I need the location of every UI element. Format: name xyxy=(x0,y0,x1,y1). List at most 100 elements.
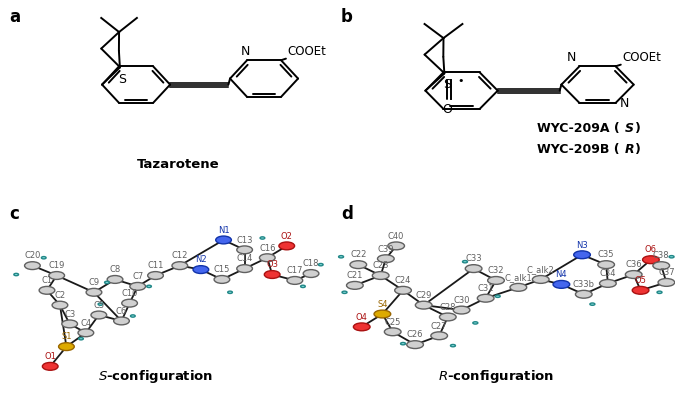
Text: C40: C40 xyxy=(388,232,404,241)
Ellipse shape xyxy=(79,338,83,340)
Ellipse shape xyxy=(287,276,302,284)
Text: C11: C11 xyxy=(147,261,164,270)
Ellipse shape xyxy=(259,254,275,261)
Ellipse shape xyxy=(91,311,107,319)
Ellipse shape xyxy=(52,301,68,309)
Text: COOEt: COOEt xyxy=(622,51,662,64)
Text: C25: C25 xyxy=(385,318,401,327)
Text: C27: C27 xyxy=(431,322,448,331)
Ellipse shape xyxy=(510,284,526,291)
Text: C14: C14 xyxy=(236,254,253,263)
Ellipse shape xyxy=(342,291,347,293)
Ellipse shape xyxy=(487,276,504,284)
Ellipse shape xyxy=(395,286,411,294)
Text: C6: C6 xyxy=(116,307,127,316)
Text: C13: C13 xyxy=(236,236,253,245)
Text: C1: C1 xyxy=(41,276,53,285)
Text: •: • xyxy=(458,76,464,86)
Ellipse shape xyxy=(260,237,265,239)
Text: C33b: C33b xyxy=(573,280,595,289)
Ellipse shape xyxy=(477,294,494,302)
Ellipse shape xyxy=(227,291,232,293)
Text: Tazarotene: Tazarotene xyxy=(137,158,219,171)
Text: C_alk1: C_alk1 xyxy=(504,273,533,282)
Text: O4: O4 xyxy=(356,313,368,322)
Ellipse shape xyxy=(107,276,123,283)
Text: O2: O2 xyxy=(281,232,293,241)
Text: C37: C37 xyxy=(658,268,675,277)
Text: C20: C20 xyxy=(24,252,40,260)
Text: C23: C23 xyxy=(373,261,389,270)
Ellipse shape xyxy=(439,313,456,321)
Ellipse shape xyxy=(453,306,470,314)
Text: N3: N3 xyxy=(576,241,588,250)
Text: C31: C31 xyxy=(477,284,494,293)
Text: C22: C22 xyxy=(350,250,367,260)
Text: C26: C26 xyxy=(407,331,423,339)
Text: C21: C21 xyxy=(347,271,363,280)
Ellipse shape xyxy=(265,271,280,278)
Ellipse shape xyxy=(553,280,570,288)
Ellipse shape xyxy=(122,299,138,307)
Text: C8: C8 xyxy=(109,265,121,274)
Ellipse shape xyxy=(373,272,389,279)
Text: C18: C18 xyxy=(303,260,319,268)
Text: O1: O1 xyxy=(45,352,56,361)
Ellipse shape xyxy=(78,329,94,337)
Ellipse shape xyxy=(237,265,252,273)
Text: C10: C10 xyxy=(122,289,138,298)
Ellipse shape xyxy=(193,266,209,273)
Ellipse shape xyxy=(148,272,163,279)
Ellipse shape xyxy=(574,251,591,259)
Ellipse shape xyxy=(216,236,232,244)
Text: C15: C15 xyxy=(214,265,230,274)
Text: C17: C17 xyxy=(287,266,303,275)
Ellipse shape xyxy=(49,272,65,279)
Ellipse shape xyxy=(130,315,135,317)
Ellipse shape xyxy=(24,262,40,269)
Ellipse shape xyxy=(172,262,188,269)
Ellipse shape xyxy=(354,323,370,331)
Ellipse shape xyxy=(339,256,344,258)
Ellipse shape xyxy=(658,278,675,286)
Ellipse shape xyxy=(14,273,18,276)
Text: C_alk2: C_alk2 xyxy=(527,265,555,274)
Ellipse shape xyxy=(472,322,478,324)
Text: C35: C35 xyxy=(598,250,614,260)
Text: COOEt: COOEt xyxy=(288,45,327,58)
Text: C28: C28 xyxy=(439,303,456,312)
Ellipse shape xyxy=(590,303,595,305)
Ellipse shape xyxy=(130,282,146,290)
Text: C4: C4 xyxy=(80,319,91,327)
Ellipse shape xyxy=(495,295,500,297)
Ellipse shape xyxy=(300,285,305,288)
Ellipse shape xyxy=(214,276,230,283)
Text: C5: C5 xyxy=(93,301,105,310)
Text: C9: C9 xyxy=(88,278,99,287)
Ellipse shape xyxy=(105,281,109,284)
Text: WYC-209A (: WYC-209A ( xyxy=(537,122,620,135)
Text: C3: C3 xyxy=(64,310,76,319)
Ellipse shape xyxy=(400,342,406,345)
Text: C24: C24 xyxy=(395,276,411,285)
Ellipse shape xyxy=(377,255,394,263)
Ellipse shape xyxy=(39,286,55,294)
Text: C36: C36 xyxy=(625,260,642,269)
Ellipse shape xyxy=(632,286,649,294)
Ellipse shape xyxy=(388,242,404,250)
Ellipse shape xyxy=(374,310,391,318)
Text: O6: O6 xyxy=(645,246,657,254)
Ellipse shape xyxy=(625,271,642,278)
Text: O: O xyxy=(442,103,452,116)
Ellipse shape xyxy=(450,344,456,347)
Text: N: N xyxy=(620,98,629,111)
Ellipse shape xyxy=(279,242,294,250)
Text: N: N xyxy=(241,45,250,58)
Text: C16: C16 xyxy=(259,244,275,252)
Ellipse shape xyxy=(384,328,401,336)
Ellipse shape xyxy=(303,270,319,277)
Ellipse shape xyxy=(86,288,102,296)
Text: $\it{R}$-configuration: $\it{R}$-configuration xyxy=(438,368,554,385)
Text: ): ) xyxy=(635,143,641,156)
Ellipse shape xyxy=(59,343,74,350)
